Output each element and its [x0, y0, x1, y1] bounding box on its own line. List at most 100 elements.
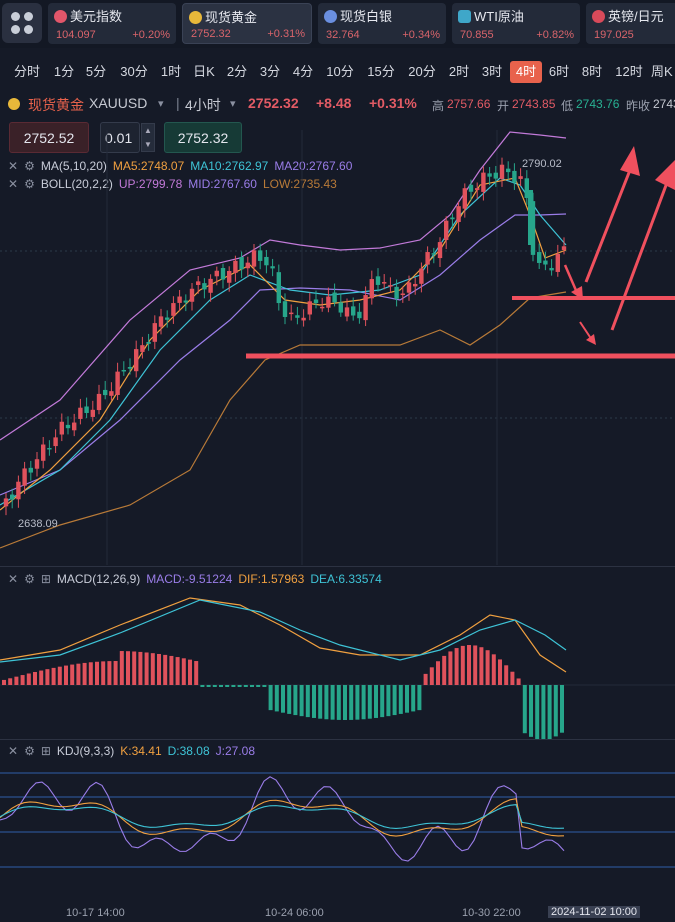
close-icon[interactable]: ✕: [8, 744, 19, 758]
arrow-head: [620, 146, 640, 176]
divider: |: [176, 95, 180, 111]
ticker-card-usd-index[interactable]: 美元指数 104.097 +0.20%: [48, 3, 176, 44]
expand-icon[interactable]: ⊞: [40, 572, 51, 586]
candle-body: [301, 317, 306, 321]
lot-stepper[interactable]: ▲ ▼: [141, 123, 155, 152]
tab-timeframe[interactable]: 15分: [367, 64, 395, 79]
tab-timeframe[interactable]: 日K: [193, 64, 215, 79]
tab-timeframe[interactable]: 6时: [548, 64, 570, 79]
tab-timeframe[interactable]: 8时: [581, 64, 603, 79]
peak-price-label: 2790.02: [522, 158, 562, 170]
period-selector[interactable]: 4小时: [185, 97, 221, 113]
divider: [0, 739, 675, 740]
candle-body: [78, 407, 83, 419]
ticker-price: 32.764: [326, 29, 360, 41]
gear-icon[interactable]: ⚙: [24, 159, 35, 173]
candle-body: [196, 281, 201, 285]
ticker-price: 70.855: [460, 29, 494, 41]
candle-body: [10, 494, 15, 500]
tab-timeframe[interactable]: 1时: [160, 64, 182, 79]
ticker-card-silver[interactable]: 现货白银 32.764 +0.34%: [318, 3, 446, 44]
gear-icon[interactable]: ⚙: [24, 744, 35, 758]
ticker-card-wti[interactable]: WTI原油 70.855 +0.82%: [452, 3, 580, 44]
macd-histogram-bar: [250, 685, 254, 687]
ticker-price: 104.097: [56, 29, 96, 41]
candle-body: [555, 253, 560, 272]
candle-body: [444, 220, 449, 241]
candle-body: [313, 299, 319, 304]
macd-histogram-bar: [392, 685, 397, 716]
d-value: D:38.08: [167, 744, 210, 758]
close-icon[interactable]: ✕: [8, 159, 19, 173]
macd-histogram-bar: [132, 651, 137, 685]
macd-histogram-bar: [163, 654, 168, 685]
chevron-up-icon[interactable]: ▲: [144, 126, 152, 135]
macd-histogram-bar: [281, 685, 285, 713]
candle-body: [351, 306, 356, 316]
gear-icon[interactable]: ⚙: [24, 177, 35, 191]
expand-icon[interactable]: ⊞: [40, 744, 51, 758]
price-change: +8.48: [316, 95, 352, 111]
tab-timeframe[interactable]: 周K: [651, 64, 673, 79]
close-icon[interactable]: ✕: [8, 177, 19, 191]
instrument-name[interactable]: 现货黄金: [28, 97, 84, 113]
chevron-down-icon[interactable]: ▾: [230, 98, 236, 110]
macd-histogram-bar: [485, 650, 490, 685]
tab-timeframe[interactable]: 30分: [120, 64, 148, 79]
candle-body: [171, 303, 176, 316]
ticker-card-gbpjpy[interactable]: 英镑/日元 197.025: [586, 3, 675, 44]
tab-timeframe[interactable]: 2时: [448, 64, 470, 79]
macd-histogram-bar: [336, 685, 341, 720]
tab-timeframe[interactable]: 3分: [259, 64, 281, 79]
macd-histogram-bar: [219, 685, 223, 687]
tab-timeframe[interactable]: 10分: [326, 64, 354, 79]
chevron-down-icon[interactable]: ▼: [144, 140, 152, 149]
gear-icon[interactable]: ⚙: [24, 572, 35, 586]
tab-timeframe[interactable]: 12时: [615, 64, 643, 79]
macd-histogram-bar: [479, 647, 484, 685]
candle-body: [524, 178, 529, 198]
kdj-indicator-row: ✕ ⚙ ⊞ KDJ(9,3,3) K:34.41 D:38.08 J:27.08: [8, 744, 261, 758]
macd-histogram-bar: [262, 685, 267, 687]
ticker-card-gold[interactable]: 现货黄金 2752.32 +0.31%: [182, 3, 312, 44]
ticker-change: +0.31%: [267, 28, 305, 40]
candlestick-chart[interactable]: [0, 130, 675, 565]
grid-menu-icon[interactable]: [2, 3, 42, 43]
ticker-price: 2752.32: [191, 28, 231, 40]
tab-timeframe[interactable]: 2分: [226, 64, 248, 79]
candle-body: [109, 391, 114, 396]
candle-body: [245, 262, 250, 269]
ticker-name: 现货黄金: [205, 10, 258, 25]
arrow-head: [655, 160, 675, 190]
tab-timeframe[interactable]: 分时: [13, 64, 40, 79]
macd-histogram-bar: [256, 685, 261, 687]
candle-body: [208, 278, 213, 293]
tab-timeframe[interactable]: 20分: [408, 64, 436, 79]
macd-histogram-bar: [541, 685, 546, 740]
tab-timeframe[interactable]: 4分: [292, 64, 314, 79]
candle-body: [388, 285, 393, 287]
buy-price-box[interactable]: 2752.32: [164, 122, 242, 153]
candle-body: [357, 311, 362, 319]
macd-histogram-bar: [70, 664, 75, 685]
macd-histogram-bar: [95, 661, 99, 685]
macd-indicator-row: ✕ ⚙ ⊞ MACD(12,26,9) MACD:-9.51224 DIF:1.57963…: [8, 572, 388, 586]
candle-body: [475, 188, 480, 191]
macd-histogram-bar: [535, 685, 540, 740]
dea-value: DEA:6.33574: [310, 572, 382, 586]
candle-body: [146, 341, 151, 344]
macd-histogram-bar: [33, 671, 37, 685]
chevron-down-icon[interactable]: ▾: [158, 98, 164, 110]
sell-price-box[interactable]: 2752.52: [9, 122, 89, 153]
macd-histogram-bar: [101, 661, 106, 685]
tab-timeframe[interactable]: 3时: [481, 64, 503, 79]
tab-timeframe[interactable]: 1分: [53, 64, 75, 79]
macd-histogram-bar: [429, 667, 434, 685]
tab-timeframe-active[interactable]: 4时: [510, 61, 542, 83]
macd-histogram-bar: [467, 645, 471, 685]
macd-histogram-bar: [529, 685, 533, 737]
candle-body: [506, 168, 511, 173]
close-icon[interactable]: ✕: [8, 572, 19, 586]
tab-timeframe[interactable]: 5分: [85, 64, 107, 79]
candle-body: [289, 312, 294, 315]
